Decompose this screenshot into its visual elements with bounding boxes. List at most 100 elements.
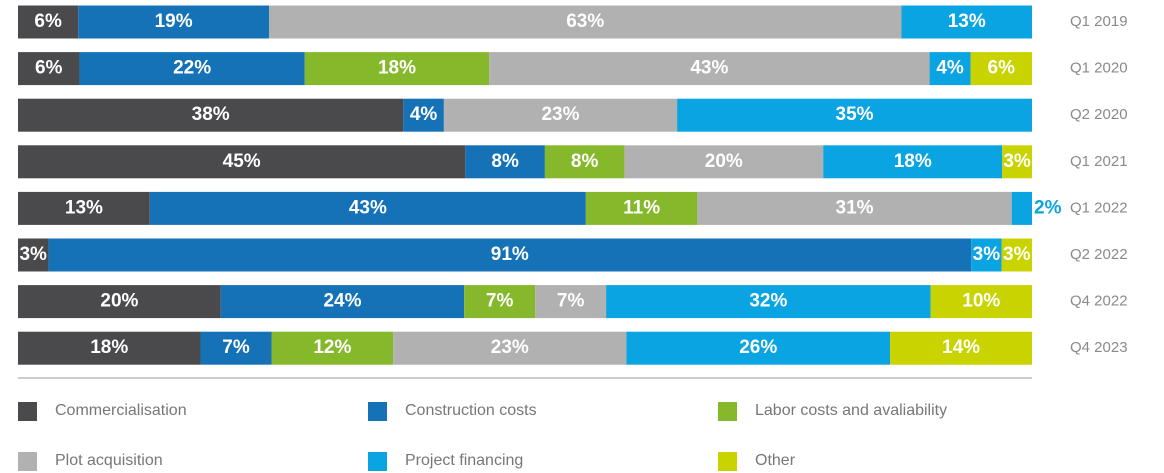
bar-segment	[606, 285, 931, 319]
bar-segment	[79, 52, 305, 86]
bar-segment	[489, 52, 930, 86]
value-label: 23%	[541, 104, 579, 125]
value-label: 24%	[323, 291, 361, 312]
bar-segment	[443, 98, 678, 132]
bar-segment	[1011, 191, 1032, 225]
value-label: 3%	[1003, 244, 1031, 265]
bar-segment	[1002, 145, 1032, 179]
bar-segment	[149, 191, 586, 225]
bar-segment	[624, 145, 824, 179]
value-label: 20%	[100, 291, 138, 312]
bar-segment	[220, 285, 465, 319]
y-tick-label: Q1 2021	[1070, 153, 1128, 170]
bar-segment	[929, 52, 971, 86]
value-label: 38%	[192, 104, 230, 125]
legend-label: Commercialisation	[55, 402, 187, 419]
bar-segment	[697, 191, 1012, 225]
bar-segment	[970, 52, 1032, 86]
value-label: 3%	[19, 244, 47, 265]
bar-segment	[823, 145, 1003, 179]
bar-segment	[930, 285, 1032, 319]
y-tick-label: Q4 2023	[1070, 339, 1128, 356]
value-label: 32%	[749, 291, 787, 312]
value-label: 6%	[988, 58, 1016, 79]
value-label: 18%	[894, 151, 932, 172]
bar-segment	[48, 238, 972, 272]
bar-segment	[18, 331, 201, 365]
value-label: 6%	[35, 58, 63, 79]
value-label: 8%	[491, 151, 519, 172]
value-label: 19%	[155, 11, 193, 32]
value-label: 13%	[948, 11, 986, 32]
value-label: 23%	[491, 337, 529, 358]
value-label: 18%	[90, 337, 128, 358]
bar-segment	[890, 331, 1032, 365]
value-label: 63%	[566, 11, 604, 32]
value-label: 35%	[836, 104, 874, 125]
legend-label: Project financing	[405, 452, 523, 469]
y-tick-label: Q2 2020	[1070, 106, 1128, 123]
bar-segment	[18, 285, 221, 319]
legend-swatch	[718, 452, 737, 471]
bar-segment	[18, 238, 49, 272]
bar-segment	[18, 145, 466, 179]
value-label: 20%	[705, 151, 743, 172]
value-label: 31%	[836, 197, 874, 218]
value-label: 11%	[623, 197, 660, 218]
bar-segment	[464, 285, 536, 319]
legend-swatch	[368, 402, 387, 421]
legend-label: Labor costs and avaliability	[755, 402, 947, 419]
legend-swatch	[18, 452, 37, 471]
value-label: 43%	[690, 58, 728, 79]
value-label: 2%	[1034, 197, 1062, 218]
bar-segment	[585, 191, 698, 225]
bar-segment	[78, 5, 269, 39]
bar-segment	[626, 331, 891, 365]
y-tick-label: Q1 2020	[1070, 60, 1128, 77]
value-label: 10%	[962, 291, 1000, 312]
bar-segment	[535, 285, 607, 319]
value-label: 7%	[557, 291, 585, 312]
value-label: 45%	[223, 151, 261, 172]
value-label: 7%	[486, 291, 514, 312]
value-label: 7%	[222, 337, 250, 358]
value-label: 8%	[571, 151, 599, 172]
legend-swatch	[718, 402, 737, 421]
value-label: 4%	[410, 104, 438, 125]
value-label: 13%	[65, 197, 103, 218]
legend-swatch	[18, 402, 37, 421]
value-label: 12%	[313, 337, 351, 358]
y-tick-label: Q1 2022	[1070, 199, 1128, 216]
value-label: 26%	[739, 337, 777, 358]
legend-label: Other	[755, 452, 796, 469]
bar-segment	[393, 331, 627, 365]
value-label: 6%	[34, 11, 62, 32]
bar-segment	[971, 238, 1002, 272]
value-label: 3%	[973, 244, 1001, 265]
bar-segment	[18, 191, 150, 225]
value-label: 43%	[349, 197, 387, 218]
bar-segment	[271, 331, 394, 365]
bar-segment	[18, 5, 79, 39]
bar-segment	[18, 98, 404, 132]
legend-label: Plot acquisition	[55, 452, 163, 469]
bar-segment	[901, 5, 1032, 39]
value-label: 14%	[942, 337, 980, 358]
y-tick-label: Q2 2022	[1070, 246, 1128, 263]
y-tick-label: Q1 2019	[1070, 13, 1128, 30]
value-label: 22%	[173, 58, 211, 79]
bar-segment	[544, 145, 625, 179]
value-label: 3%	[1003, 151, 1031, 172]
bar-segment	[268, 5, 902, 39]
bar-segment	[465, 145, 545, 179]
legend-swatch	[368, 452, 387, 471]
value-label: 91%	[491, 244, 529, 265]
bar-segment	[200, 331, 272, 365]
legend-label: Construction costs	[405, 402, 537, 419]
bar-segment	[18, 52, 80, 86]
bar-segment	[304, 52, 490, 86]
bar-segment	[677, 98, 1032, 132]
value-label: 4%	[936, 58, 964, 79]
y-tick-label: Q4 2022	[1070, 293, 1128, 310]
